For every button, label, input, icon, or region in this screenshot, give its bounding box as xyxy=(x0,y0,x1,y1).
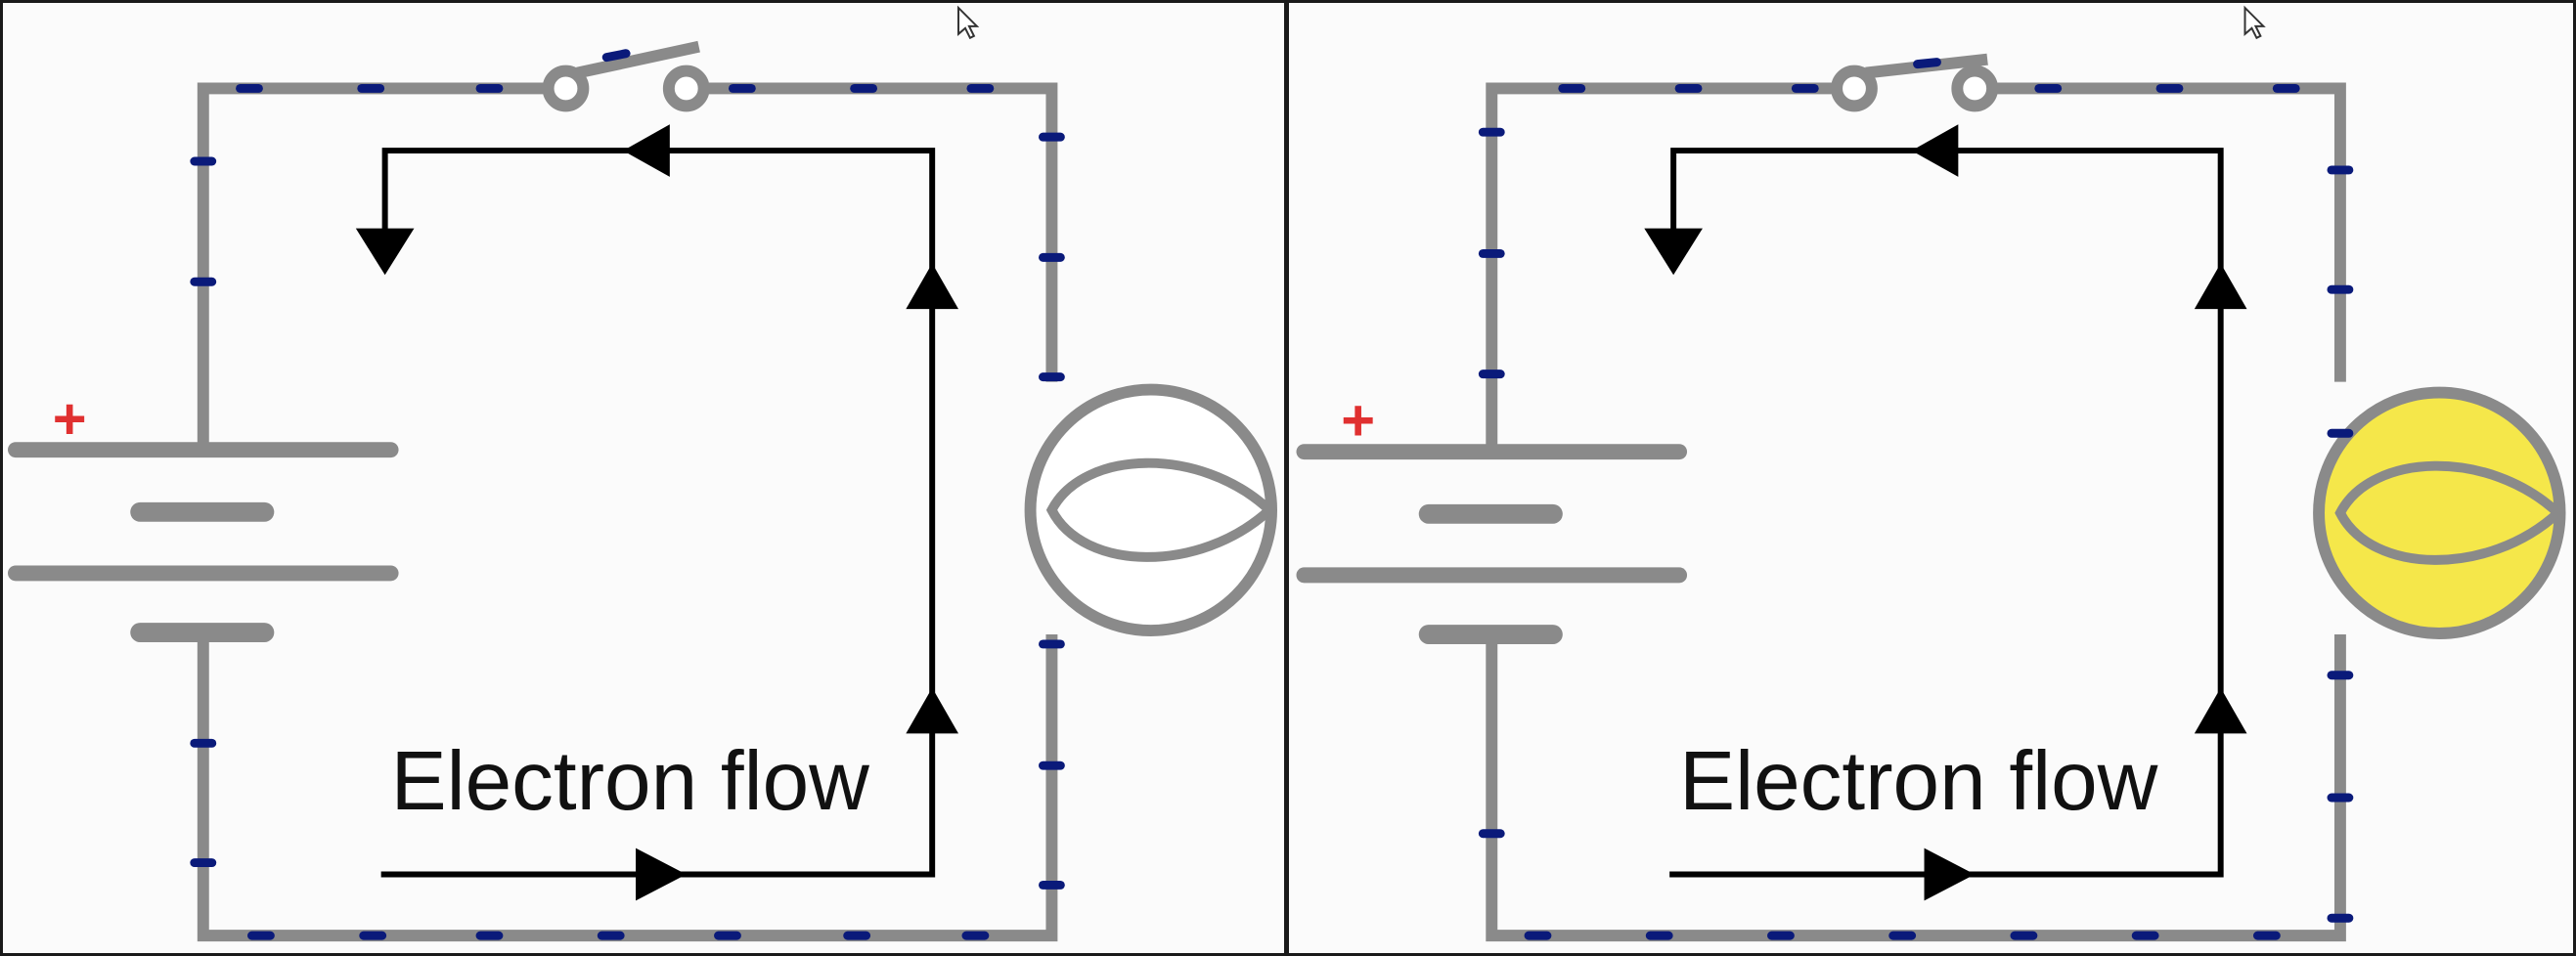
arrow-up-icon xyxy=(2194,687,2247,734)
mouse-pointer-icon xyxy=(2243,5,2266,40)
flow-arrow-path xyxy=(1669,148,2224,878)
arrow-right-icon xyxy=(1924,847,1976,901)
arrow-left-icon xyxy=(1911,124,1959,177)
plus-sign: + xyxy=(53,385,87,451)
bulb-glass xyxy=(1024,383,1277,636)
wire-loop xyxy=(197,82,1058,942)
battery xyxy=(1296,444,1688,644)
arrowheads xyxy=(1644,124,2247,901)
battery xyxy=(8,442,399,642)
electrons xyxy=(1478,58,2354,940)
arrow-up-icon xyxy=(906,687,959,734)
circuit-diagram-left: + xyxy=(8,5,1277,942)
arrow-down-icon xyxy=(355,228,415,276)
arrow-down-icon xyxy=(1644,228,1703,276)
switch xyxy=(542,40,710,112)
arrow-right-icon xyxy=(636,847,687,901)
plus-sign: + xyxy=(1341,387,1375,453)
arrowheads xyxy=(355,124,959,901)
circuit-panel-right: + xyxy=(1287,0,2576,956)
arrow-up-icon xyxy=(906,263,959,310)
arrow-left-icon xyxy=(623,124,670,177)
bulb-glass xyxy=(2313,386,2566,639)
electrons xyxy=(190,49,1065,940)
light-bulb xyxy=(1024,383,1277,636)
electron-flow-label: Electron flow xyxy=(1679,735,2158,828)
mouse-pointer-icon xyxy=(957,5,980,40)
bulb-filament xyxy=(1045,457,1277,562)
light-bulb xyxy=(2313,386,2566,639)
circuit-panel-left: + xyxy=(0,0,1287,956)
electron-flow-label: Electron flow xyxy=(391,735,870,828)
bulb-filament xyxy=(2334,460,2565,565)
flow-arrow-path xyxy=(380,148,936,878)
arrow-up-icon xyxy=(2194,263,2247,310)
circuit-diagram-right: + xyxy=(1296,5,2566,942)
